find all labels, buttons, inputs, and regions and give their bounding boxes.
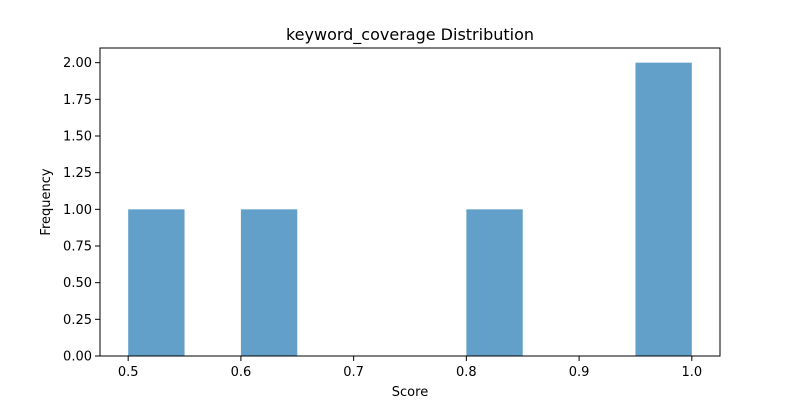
x-tick-label: 1.0 — [681, 365, 702, 380]
y-tick-label: 0.00 — [63, 350, 92, 365]
plot-frame — [99, 47, 721, 357]
x-tick-label: 0.5 — [118, 365, 139, 380]
y-tick-label: 0.50 — [63, 276, 92, 291]
histogram-bar — [240, 209, 298, 356]
x-axis-ticks: 0.5 0.6 0.7 0.8 0.9 1.0 — [118, 356, 702, 380]
x-tick-label: 0.6 — [231, 365, 252, 380]
y-axis-ticks: 0.00 0.25 0.50 0.75 1.00 1.25 1.50 1.75 2.00 — [63, 56, 100, 365]
histogram-bar — [128, 209, 185, 356]
y-tick-label: 1.50 — [63, 130, 92, 145]
y-tick-label: 1.75 — [63, 93, 92, 108]
x-tick-label: 0.9 — [569, 365, 590, 380]
y-tick-label: 0.75 — [63, 240, 92, 255]
y-tick-label: 1.00 — [63, 203, 92, 218]
y-tick-label: 0.25 — [63, 313, 92, 328]
histogram-bar — [466, 209, 523, 356]
histogram-bar — [635, 62, 692, 357]
y-tick-label: 1.25 — [63, 166, 92, 181]
x-tick-label: 0.7 — [343, 365, 364, 380]
bars-group — [128, 62, 692, 357]
chart-title: keyword_coverage Distribution — [286, 25, 534, 45]
x-tick-label: 0.8 — [456, 365, 477, 380]
x-axis-label: Score — [392, 385, 428, 400]
y-axis-label: Frequency — [39, 168, 54, 235]
y-tick-label: 2.00 — [63, 56, 92, 71]
